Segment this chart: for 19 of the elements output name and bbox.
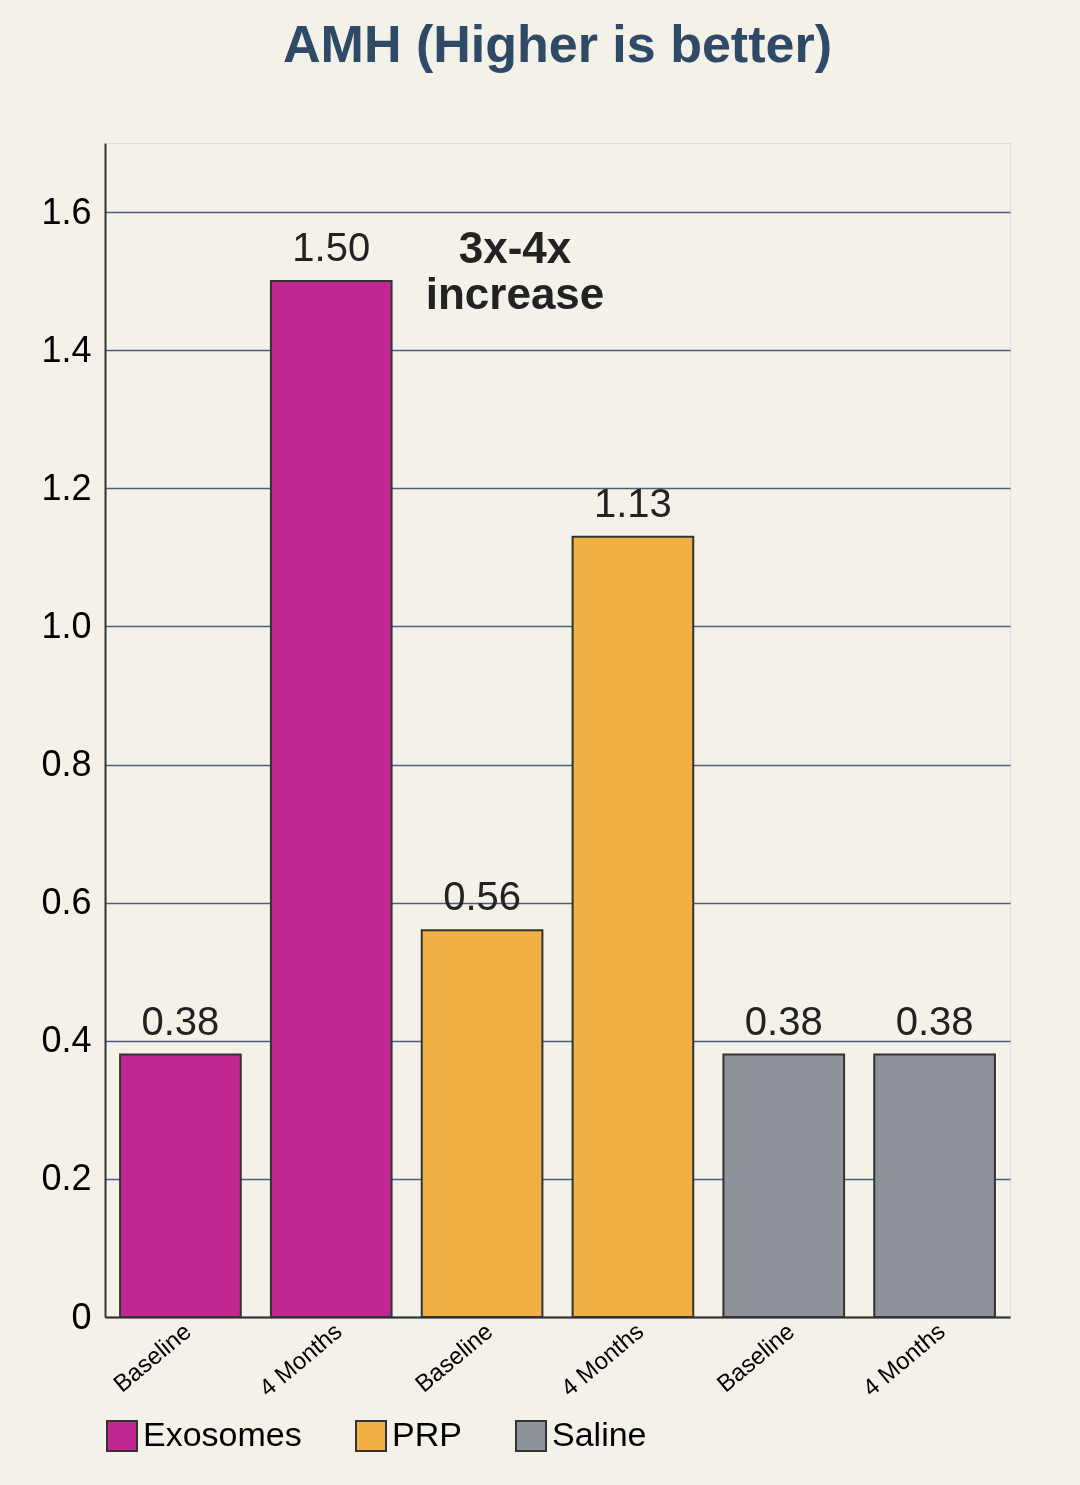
data-label: 1.50 xyxy=(292,225,371,270)
y-tick-label: 0.8 xyxy=(41,743,92,785)
y-tick-label: 0 xyxy=(71,1295,92,1337)
y-tick-label: 1.4 xyxy=(41,328,92,370)
data-label: 0.38 xyxy=(895,998,974,1043)
y-tick-label: 0.2 xyxy=(41,1157,92,1199)
chart-title: AMH (Higher is better) xyxy=(283,15,832,73)
legend-label: Saline xyxy=(552,1415,647,1453)
legend-label: Exosomes xyxy=(143,1415,302,1453)
annotation: 3x-4x increase xyxy=(425,223,605,318)
y-tick-label: 1.0 xyxy=(41,604,92,646)
y-tick-label: 1.6 xyxy=(41,190,92,232)
legend-label: PRP xyxy=(392,1415,462,1453)
data-label: 0.38 xyxy=(141,998,220,1043)
y-tick-label: 1.2 xyxy=(41,466,92,508)
y-tick-label: 0.4 xyxy=(41,1019,92,1061)
data-label: 1.13 xyxy=(593,480,672,525)
y-tick-label: 0.6 xyxy=(41,881,92,923)
data-label: 0.38 xyxy=(744,998,823,1043)
